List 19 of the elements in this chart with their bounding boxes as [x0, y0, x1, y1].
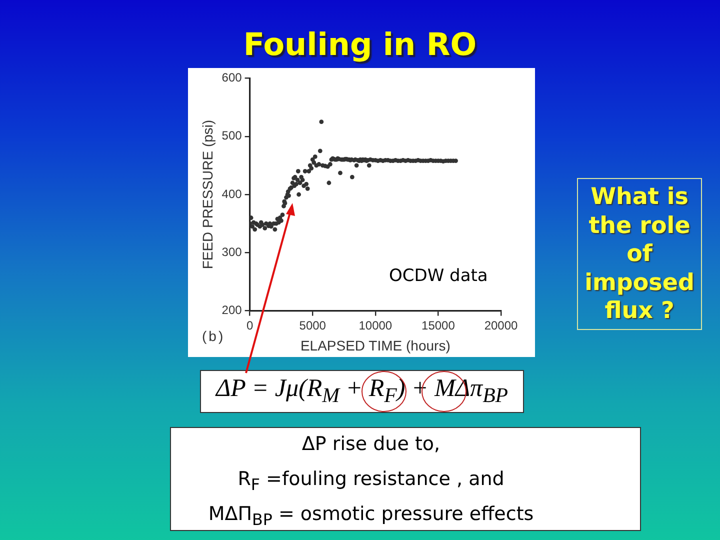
chart-title: Fouling in RO: [243, 27, 477, 63]
x-axis-title: ELAPSED TIME (hours): [300, 337, 450, 354]
x-tick-label: 15000: [422, 318, 456, 332]
x-tick-label: 20000: [484, 318, 518, 332]
y-tick-label: 300: [222, 244, 242, 259]
text: What is the role of imposed flux ?: [584, 183, 696, 326]
y-tick-label: 400: [222, 186, 242, 201]
x-tick-label: 5000: [299, 318, 326, 332]
text: MΔΠ$_{BP}$ = osmotic pressure effects: [207, 503, 535, 529]
x-tick-label: 0: [246, 318, 254, 332]
y-axis-title: FEED PRESSURE (psi): [199, 120, 216, 270]
x-tick-label: 10000: [358, 318, 392, 332]
annotation: OCDW data: [389, 266, 488, 286]
text: ΔP rise due to,: [300, 433, 442, 455]
text: (b): [202, 328, 226, 344]
y-tick-label: 200: [222, 303, 242, 318]
text: R$_{F}$ =fouling resistance , and: [236, 468, 506, 494]
y-tick-label: 500: [222, 128, 242, 143]
y-tick-label: 600: [222, 70, 242, 85]
